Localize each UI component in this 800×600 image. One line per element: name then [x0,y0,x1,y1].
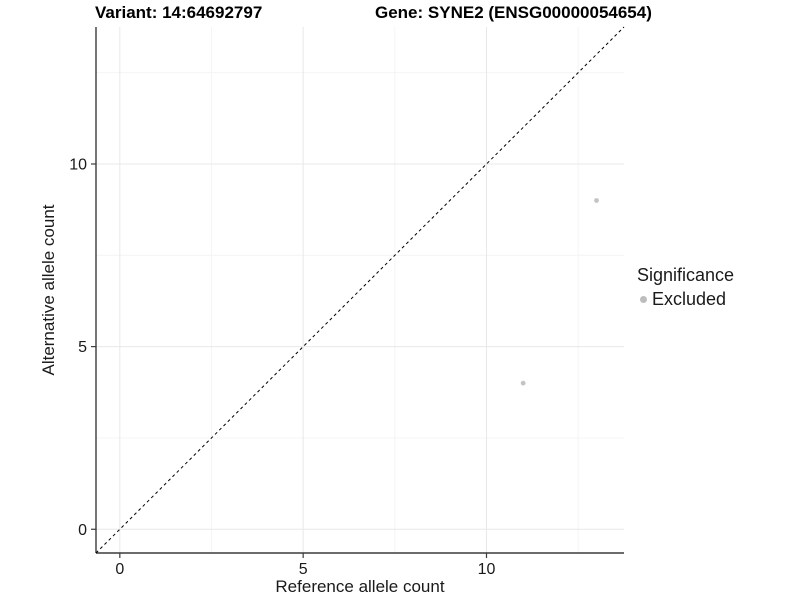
data-point [594,198,599,203]
data-point [520,380,526,386]
y-tick-label: 10 [69,156,87,173]
legend-point-icon [640,296,647,303]
identity-dashed-line [95,26,625,554]
x-axis-title: Reference allele count [275,577,445,596]
legend: Significance Excluded [637,265,734,310]
plot-title-gene: Gene: SYNE2 (ENSG00000054654) [375,3,652,22]
y-tick-label: 0 [78,522,87,539]
legend-item-excluded: Excluded [640,289,734,310]
legend-item-label: Excluded [652,289,727,309]
y-tick-label: 5 [78,339,87,356]
plot-title-variant: Variant: 14:64692797 [95,3,263,22]
y-axis-title: Alternative allele count [39,204,58,376]
x-tick-label: 0 [115,561,124,578]
x-tick-label: 5 [299,561,308,578]
legend-title: Significance [637,265,735,285]
x-tick-label: 10 [478,561,496,578]
